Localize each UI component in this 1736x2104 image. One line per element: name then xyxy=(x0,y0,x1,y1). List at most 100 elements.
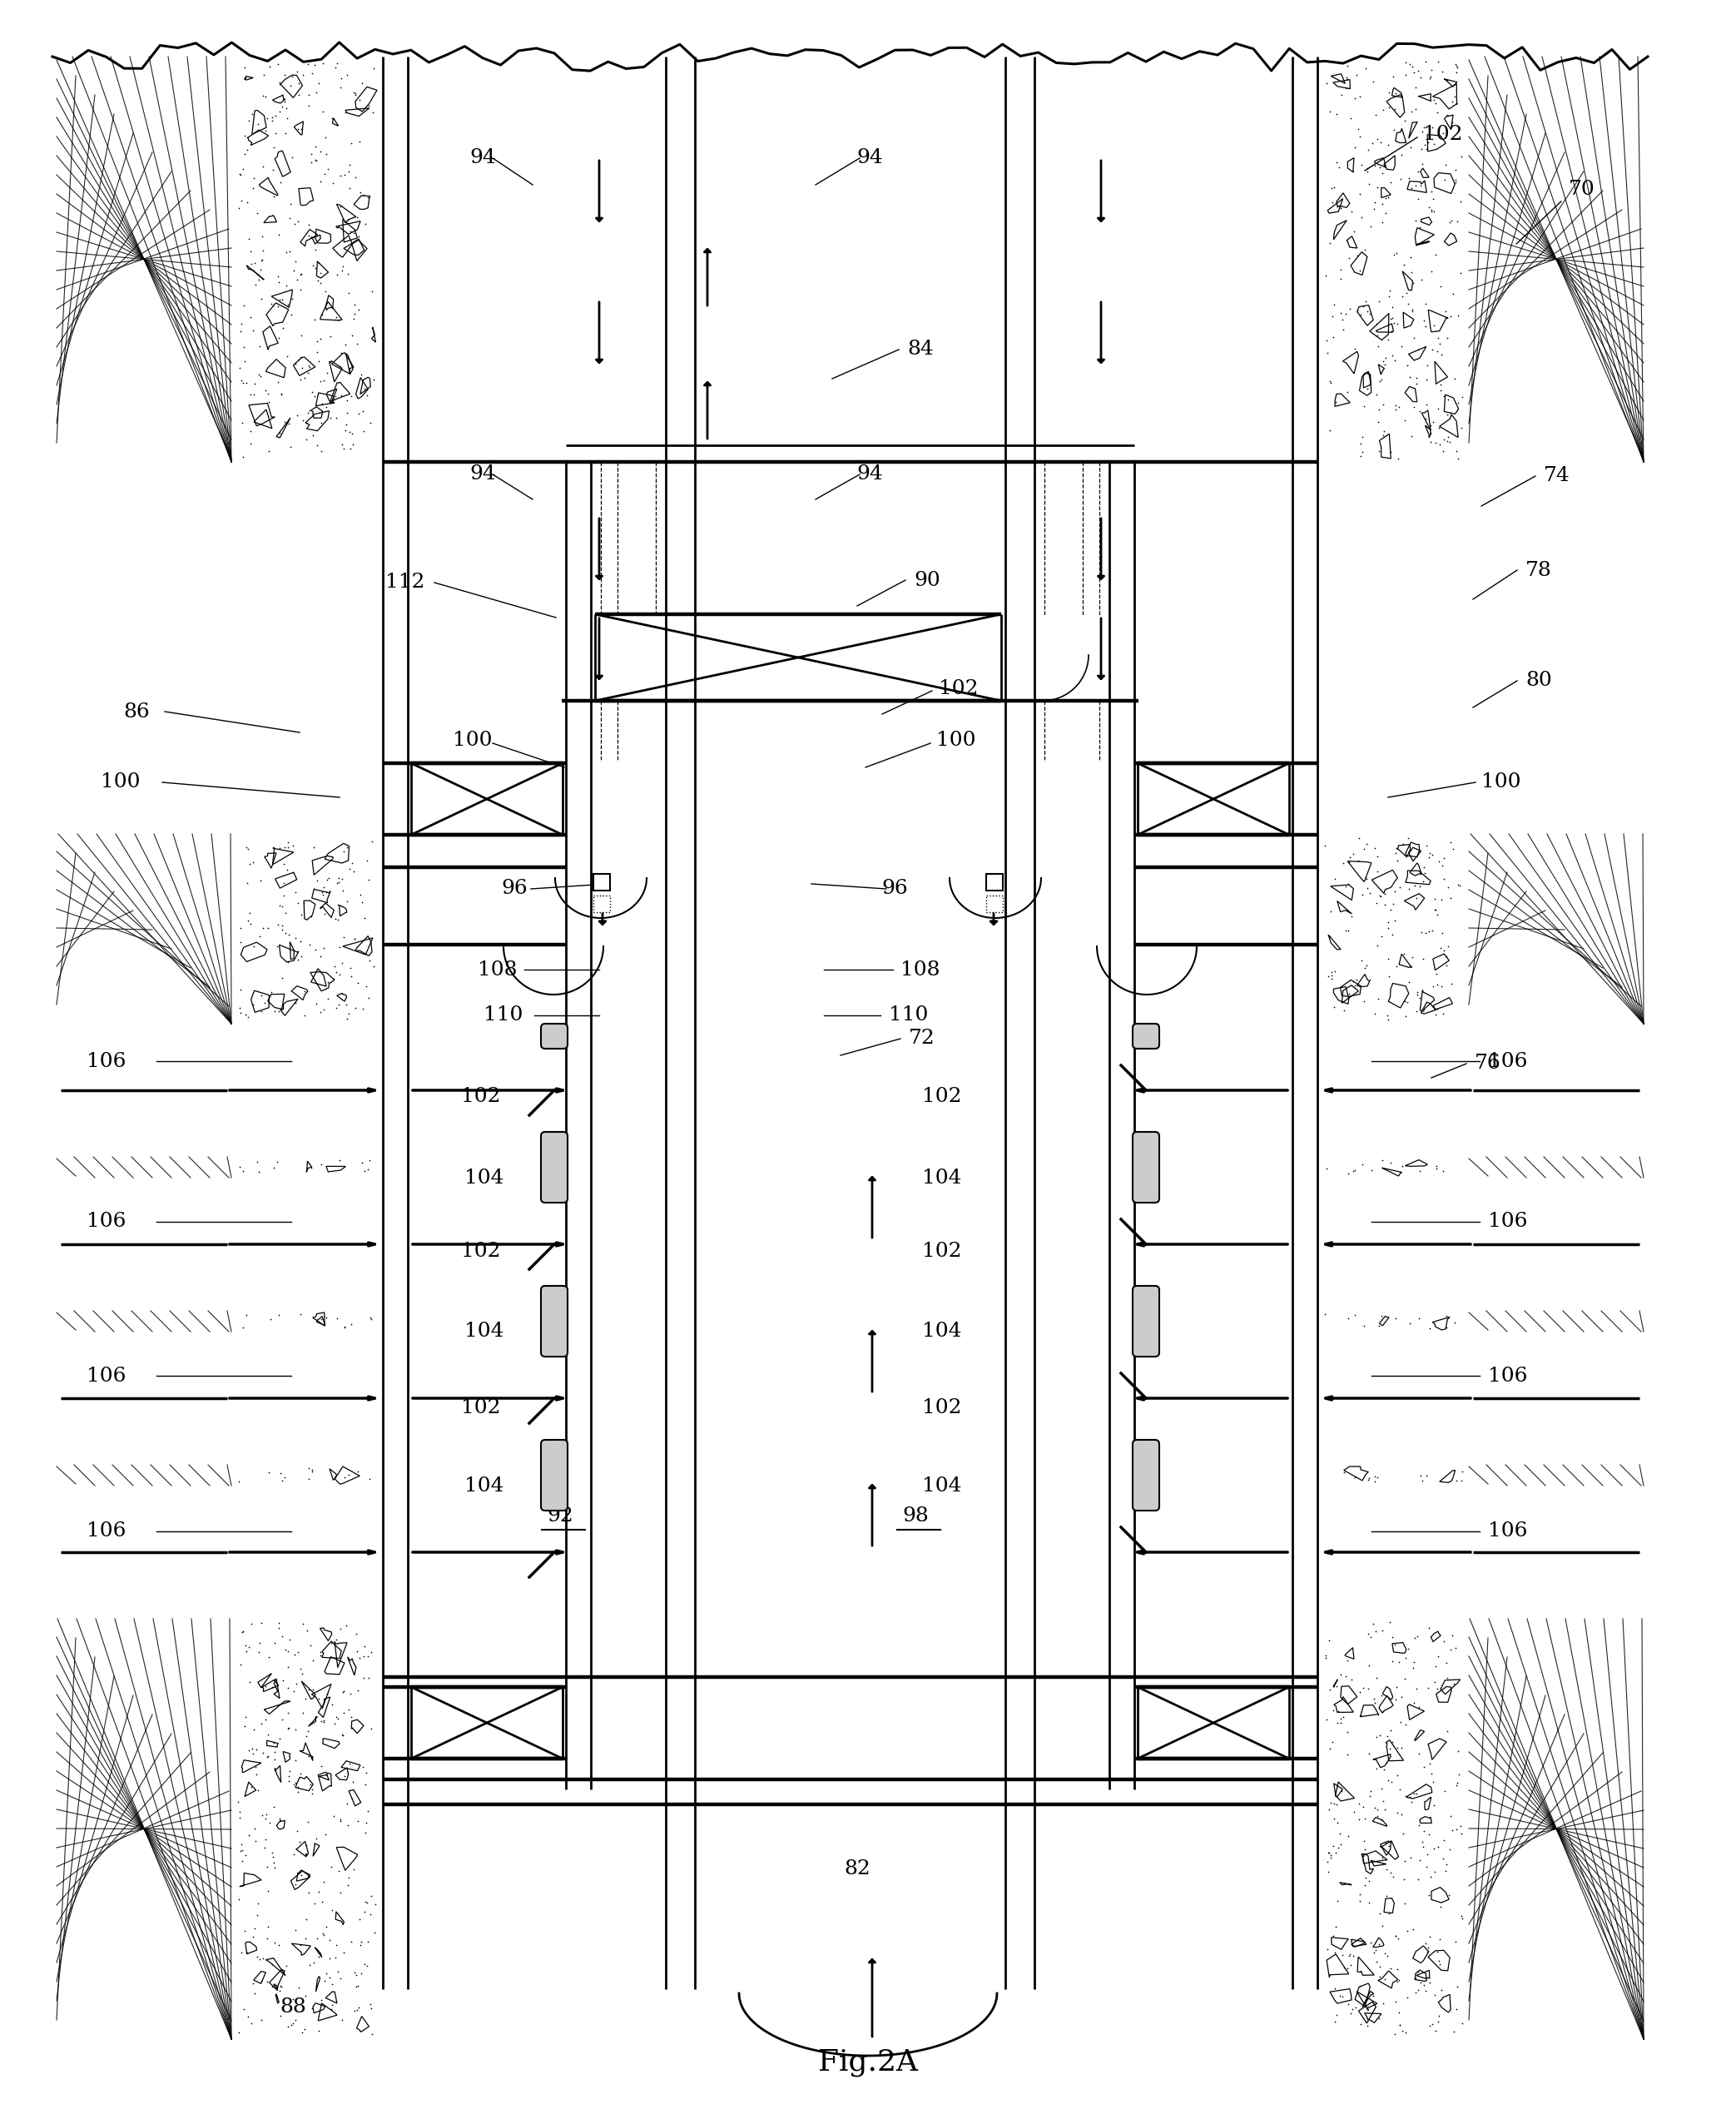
Point xyxy=(1437,825,1465,858)
Point xyxy=(1352,827,1380,861)
Point xyxy=(1387,330,1415,364)
Point xyxy=(281,1744,309,1778)
Point xyxy=(349,393,377,427)
Point xyxy=(250,59,278,93)
Point xyxy=(1429,848,1457,882)
Point xyxy=(253,1740,281,1774)
Point xyxy=(1436,206,1463,240)
Point xyxy=(267,1702,295,1736)
Point xyxy=(241,246,269,280)
Point xyxy=(306,1940,333,1974)
Point xyxy=(252,1801,279,1835)
Point xyxy=(1396,1307,1424,1340)
Point xyxy=(234,1631,262,1664)
Point xyxy=(1424,320,1451,353)
Point xyxy=(345,82,373,116)
Point xyxy=(299,1454,326,1488)
Point xyxy=(247,2003,274,2037)
Point xyxy=(304,263,332,297)
Point xyxy=(260,179,288,213)
Point xyxy=(293,1715,321,1748)
Point xyxy=(1385,2009,1413,2043)
Point xyxy=(1446,185,1474,219)
Point xyxy=(281,347,309,381)
Point xyxy=(1392,46,1420,80)
Point xyxy=(340,1995,368,2028)
Point xyxy=(333,886,361,919)
Point xyxy=(227,1936,255,1969)
Point xyxy=(349,1751,377,1784)
Point xyxy=(1368,1908,1396,1942)
Point xyxy=(226,991,253,1025)
Point xyxy=(1437,105,1465,139)
Point xyxy=(328,947,356,980)
Point xyxy=(1427,269,1455,303)
Point xyxy=(1403,995,1430,1029)
Point xyxy=(1366,364,1394,398)
Point xyxy=(252,80,279,114)
FancyBboxPatch shape xyxy=(1132,1286,1160,1357)
Point xyxy=(1366,1896,1394,1929)
Point xyxy=(227,995,255,1029)
Point xyxy=(1328,1774,1356,1807)
Point xyxy=(1375,76,1403,109)
Point xyxy=(356,945,384,978)
Point xyxy=(233,366,260,400)
Point xyxy=(1354,1462,1382,1496)
Point xyxy=(1382,393,1410,427)
Point xyxy=(1333,61,1361,95)
Point xyxy=(286,274,314,307)
Point xyxy=(1335,240,1363,274)
Point xyxy=(351,1662,378,1696)
Point xyxy=(304,335,332,368)
Point xyxy=(1434,1879,1462,1913)
Point xyxy=(1434,871,1462,905)
Point xyxy=(1385,1995,1413,2028)
Point xyxy=(325,987,352,1020)
Point xyxy=(1312,324,1340,358)
Point xyxy=(229,1614,257,1647)
Point xyxy=(1342,130,1370,164)
Point xyxy=(1391,1843,1418,1877)
Point xyxy=(318,1687,345,1721)
Point xyxy=(241,1824,269,1858)
Point xyxy=(274,1763,302,1797)
Point xyxy=(323,1622,351,1656)
Point xyxy=(326,1805,354,1839)
Point xyxy=(1347,943,1375,976)
Point xyxy=(1330,993,1358,1027)
Text: 106: 106 xyxy=(87,1521,127,1540)
Point xyxy=(1391,1778,1418,1812)
Point xyxy=(1415,913,1443,947)
Point xyxy=(240,1967,267,2001)
Point xyxy=(354,1153,382,1187)
Point xyxy=(1382,1919,1410,1953)
Point xyxy=(293,1902,321,1936)
Point xyxy=(1354,2009,1382,2043)
Point xyxy=(247,993,274,1027)
Point xyxy=(359,50,387,84)
Point xyxy=(1385,871,1413,905)
Point xyxy=(241,267,269,301)
Point xyxy=(238,1769,266,1803)
Point xyxy=(1363,377,1391,410)
Point xyxy=(274,1671,302,1704)
Point xyxy=(335,202,363,236)
Point xyxy=(1389,1816,1417,1849)
Text: 74: 74 xyxy=(1543,467,1569,486)
Point xyxy=(1368,919,1396,953)
Point xyxy=(332,328,359,362)
Point xyxy=(1399,391,1427,425)
Point xyxy=(1422,997,1450,1031)
Point xyxy=(1404,1690,1432,1723)
Point xyxy=(1411,856,1439,890)
Point xyxy=(1404,332,1432,366)
Point xyxy=(1363,307,1391,341)
Point xyxy=(352,970,380,1004)
Point xyxy=(1368,206,1396,240)
Point xyxy=(1394,1980,1422,2014)
Point xyxy=(1420,1833,1448,1866)
Point xyxy=(323,955,351,989)
Point xyxy=(1321,170,1349,204)
Point xyxy=(1345,1786,1373,1820)
